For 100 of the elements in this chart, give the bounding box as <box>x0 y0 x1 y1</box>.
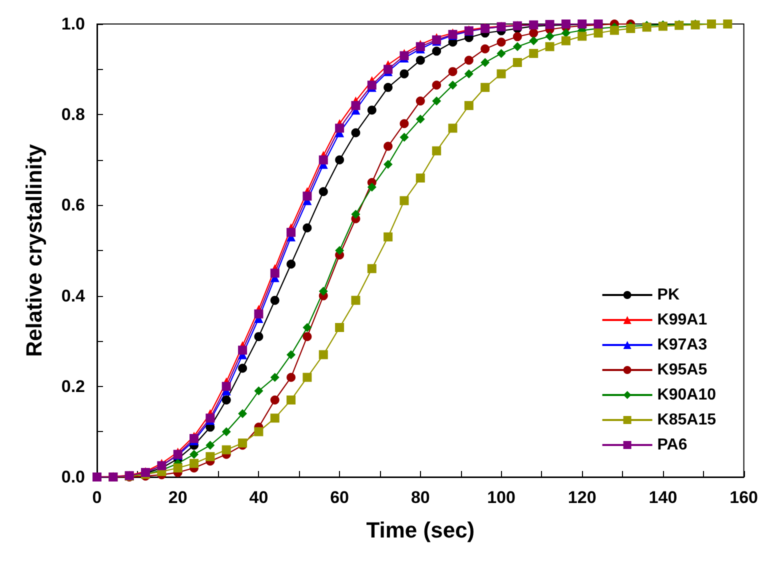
x-tick-label: 100 <box>487 488 516 507</box>
x-tick-label: 40 <box>249 488 268 507</box>
point <box>545 42 554 52</box>
point <box>318 155 328 164</box>
point <box>529 28 538 38</box>
point <box>351 101 360 110</box>
legend-label: K99A1 <box>657 312 708 328</box>
point <box>416 96 425 106</box>
point <box>238 364 248 373</box>
point <box>335 124 344 133</box>
point <box>529 36 538 46</box>
point <box>384 232 393 242</box>
point <box>416 56 425 65</box>
point <box>270 414 280 423</box>
legend-label: PA6 <box>657 436 688 454</box>
point <box>496 38 506 47</box>
point <box>238 346 248 355</box>
point <box>286 260 296 269</box>
point <box>222 382 231 391</box>
x-tick-label: 20 <box>168 488 188 507</box>
point <box>335 155 344 164</box>
point <box>238 409 248 418</box>
legend-label: K90A10 <box>657 386 716 404</box>
point <box>286 395 296 404</box>
point <box>270 372 280 382</box>
point <box>432 80 442 90</box>
point <box>512 42 522 52</box>
point <box>384 142 393 151</box>
y-tick-label: 0.4 <box>61 286 86 306</box>
point <box>496 48 506 58</box>
point <box>400 119 409 128</box>
y-tick-label: 0.6 <box>61 196 85 215</box>
point <box>318 187 328 196</box>
point <box>432 146 442 156</box>
point <box>286 350 296 360</box>
point <box>626 24 636 34</box>
point <box>335 246 344 255</box>
point <box>384 64 393 74</box>
point <box>206 452 215 462</box>
point <box>384 82 393 92</box>
point <box>335 323 344 332</box>
point <box>545 32 554 41</box>
legend-label: K95A5 <box>657 362 708 378</box>
x-axis-title: Time (sec) <box>366 518 475 542</box>
point <box>448 80 458 90</box>
x-tick-label: 80 <box>410 488 430 507</box>
point <box>594 28 603 38</box>
legend-label: K85A15 <box>657 412 716 428</box>
point <box>448 67 458 76</box>
point <box>318 286 328 296</box>
point <box>416 174 425 183</box>
point <box>464 56 474 65</box>
y-tick-label: 0.8 <box>61 105 85 124</box>
point <box>480 82 490 92</box>
point <box>190 450 199 459</box>
point <box>480 44 490 54</box>
point <box>302 223 312 232</box>
point <box>270 268 280 278</box>
point <box>384 160 393 169</box>
point <box>254 427 264 436</box>
point <box>206 440 215 450</box>
point <box>270 296 280 305</box>
legend-label: PK <box>657 286 680 304</box>
x-tick-label: 60 <box>330 488 350 507</box>
point <box>302 192 312 201</box>
point <box>400 69 409 78</box>
point <box>302 323 312 332</box>
x-tick-label: 160 <box>730 488 758 507</box>
point <box>222 395 231 404</box>
point <box>432 96 442 106</box>
point <box>529 48 538 58</box>
point <box>302 332 312 342</box>
point <box>367 182 376 192</box>
x-tick-label: 140 <box>648 488 678 507</box>
point <box>610 26 619 35</box>
x-tick-label: 120 <box>568 488 596 507</box>
point <box>286 228 296 237</box>
point <box>416 114 425 124</box>
point <box>222 445 231 454</box>
point <box>480 58 490 68</box>
point <box>351 210 360 219</box>
point <box>367 264 376 274</box>
point <box>512 32 522 42</box>
point <box>578 32 587 41</box>
point <box>302 372 312 382</box>
point <box>400 196 409 206</box>
x-tick-label: 0 <box>92 488 102 507</box>
point <box>190 458 199 468</box>
point <box>367 106 376 115</box>
point <box>270 395 280 404</box>
point <box>351 128 360 138</box>
point <box>512 58 522 68</box>
y-tick-label: 1.0 <box>61 14 85 34</box>
point <box>254 386 264 396</box>
point <box>173 463 182 472</box>
y-tick-label: 0.2 <box>61 376 85 396</box>
point <box>254 332 264 342</box>
point <box>222 427 231 436</box>
point <box>286 372 296 382</box>
point <box>464 101 474 110</box>
